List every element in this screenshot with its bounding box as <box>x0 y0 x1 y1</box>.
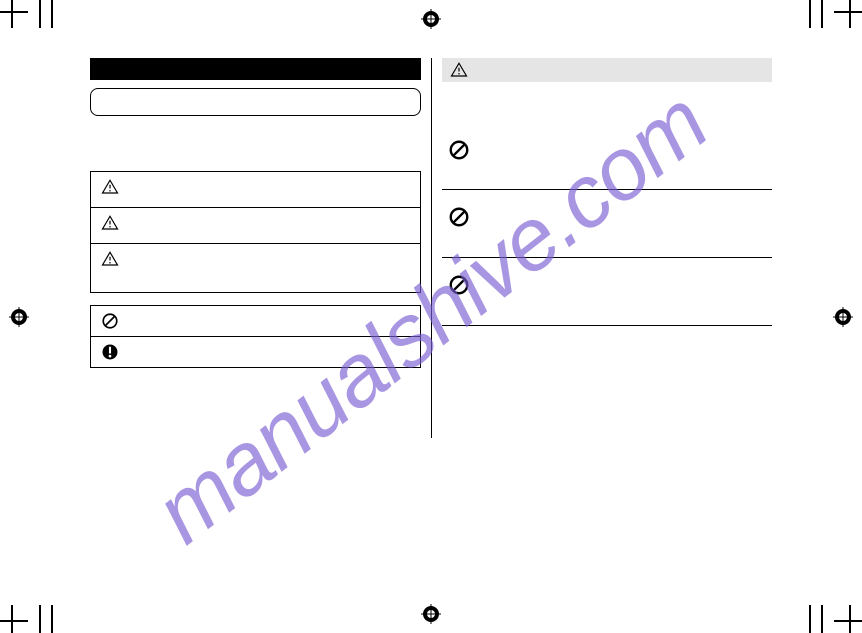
warning-heading-bar <box>442 58 772 82</box>
prohibit-icon <box>99 312 121 330</box>
signal-word-table <box>90 171 421 293</box>
subtitle-box <box>90 88 421 116</box>
page-content <box>90 58 772 538</box>
crop-mark-bl <box>0 573 60 633</box>
mandatory-icon <box>99 343 121 361</box>
table-row <box>91 306 420 337</box>
prohibit-icon <box>448 206 470 228</box>
registration-mark-top <box>421 9 441 29</box>
instruction-block <box>442 258 772 326</box>
instruction-block <box>442 122 772 190</box>
warning-icon <box>99 250 121 268</box>
symbol-table <box>90 305 421 368</box>
table-row <box>91 208 420 244</box>
section-header-bar <box>90 58 421 80</box>
instruction-block <box>442 190 772 258</box>
registration-mark-right <box>833 307 853 327</box>
prohibit-icon <box>448 139 470 161</box>
right-column <box>431 58 772 438</box>
registration-mark-left <box>9 307 29 327</box>
crop-mark-br <box>802 573 862 633</box>
warning-icon <box>99 214 121 232</box>
table-row <box>91 172 420 208</box>
prohibit-icon <box>448 274 470 296</box>
table-row <box>91 244 420 292</box>
warning-icon <box>99 178 121 196</box>
warning-icon <box>448 61 470 79</box>
table-row <box>91 337 420 367</box>
registration-mark-bottom <box>421 604 441 624</box>
crop-mark-tr <box>802 0 862 60</box>
left-column <box>90 58 431 438</box>
crop-mark-tl <box>0 0 60 60</box>
